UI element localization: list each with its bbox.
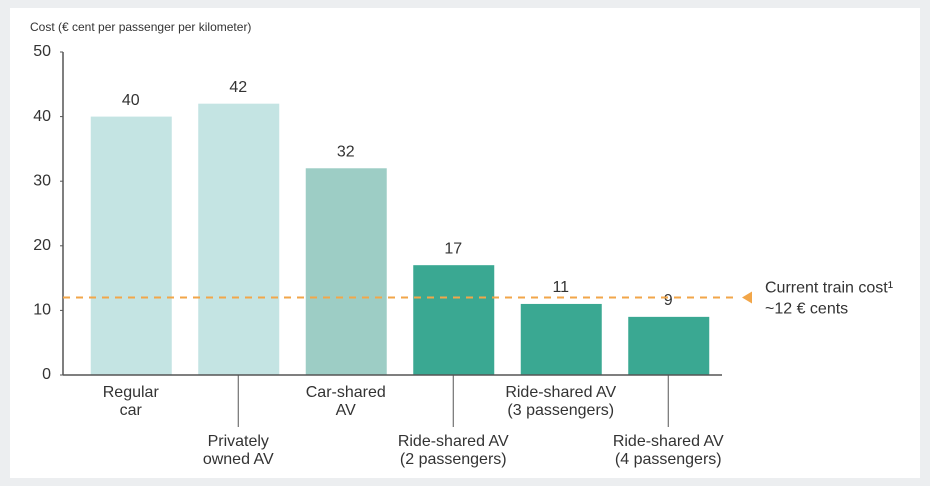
bar bbox=[413, 265, 495, 375]
bar bbox=[305, 168, 387, 375]
x-tick-label: Ride-shared AV (2 passengers) bbox=[398, 433, 509, 468]
bar bbox=[520, 303, 602, 375]
y-axis-label: Cost (€ cent per passenger per kilometer… bbox=[30, 20, 251, 34]
y-tick-label: 0 bbox=[42, 366, 51, 383]
reference-label: ~12 € cents bbox=[765, 301, 848, 318]
x-tick-label: Ride-shared AV (3 passengers) bbox=[505, 384, 616, 419]
value-label: 17 bbox=[444, 240, 462, 257]
x-tick-label: Ride-shared AV (4 passengers) bbox=[613, 433, 724, 468]
value-label: 40 bbox=[122, 92, 140, 109]
x-tick-label: Car-shared AV bbox=[306, 384, 386, 419]
reference-marker bbox=[742, 291, 752, 304]
x-tick-label: Regular car bbox=[103, 384, 160, 419]
y-tick-label: 40 bbox=[33, 108, 51, 125]
bar bbox=[198, 103, 280, 376]
bar bbox=[628, 316, 710, 375]
y-tick-label: 30 bbox=[33, 172, 51, 189]
value-label: 9 bbox=[664, 292, 673, 309]
x-tick-label: Privately owned AV bbox=[203, 433, 274, 468]
value-label: 11 bbox=[552, 279, 569, 296]
value-label: 32 bbox=[337, 143, 355, 160]
bar bbox=[90, 116, 172, 375]
reference-label: Current train cost¹ bbox=[765, 280, 893, 297]
value-label: 42 bbox=[229, 79, 247, 96]
y-tick-label: 50 bbox=[33, 43, 51, 60]
y-tick-label: 10 bbox=[33, 302, 51, 319]
y-tick-label: 20 bbox=[33, 237, 51, 254]
